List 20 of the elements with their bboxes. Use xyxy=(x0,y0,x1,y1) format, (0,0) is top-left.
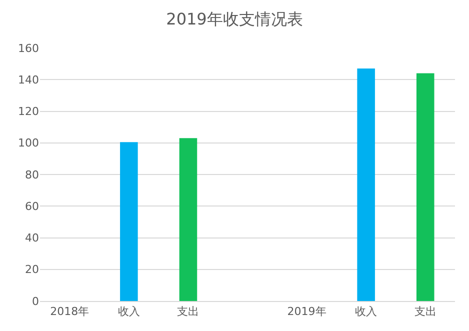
y-tick-label: 160 xyxy=(18,42,39,55)
chart-title: 2019年收支情况表 xyxy=(166,9,303,28)
x-tick-label: 收入 xyxy=(118,305,140,318)
bar xyxy=(357,68,375,301)
x-tick-label: 收入 xyxy=(355,305,378,318)
y-tick-label: 80 xyxy=(25,168,39,182)
bar xyxy=(120,142,138,301)
bar xyxy=(179,138,198,301)
y-tick-label: 0 xyxy=(32,294,39,308)
y-tick-label: 60 xyxy=(25,200,39,213)
y-tick-label: 20 xyxy=(25,263,39,276)
x-tick-label: 支出 xyxy=(177,305,200,318)
y-tick-label: 120 xyxy=(18,105,39,118)
x-tick-label: 2018年 xyxy=(50,305,90,318)
x-tick-label: 2019年 xyxy=(287,305,326,318)
y-tick-label: 140 xyxy=(18,73,39,86)
bar xyxy=(416,73,434,301)
x-tick-label: 支出 xyxy=(414,305,436,318)
y-tick-label: 40 xyxy=(25,232,39,245)
y-tick-label: 100 xyxy=(18,136,39,150)
